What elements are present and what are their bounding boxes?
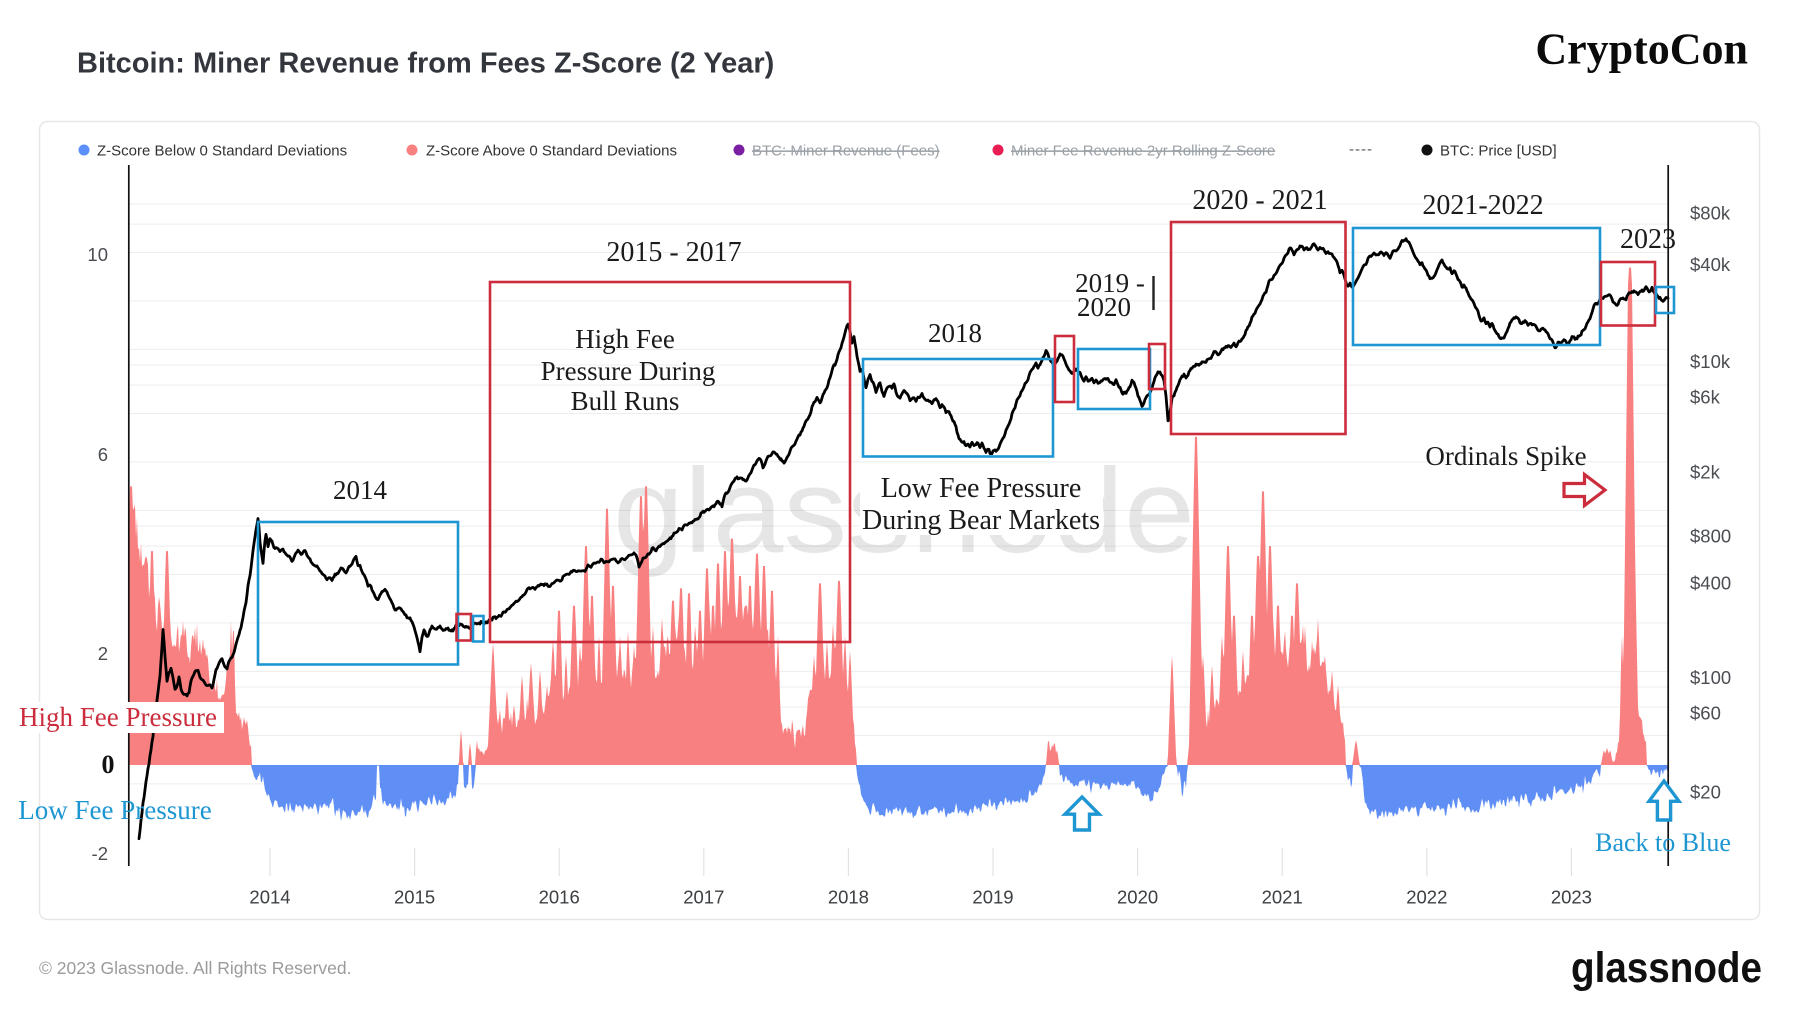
svg-text:$2k: $2k bbox=[1690, 462, 1721, 483]
svg-text:$400: $400 bbox=[1690, 573, 1731, 594]
svg-text:6: 6 bbox=[98, 444, 108, 465]
svg-text:Bull Runs: Bull Runs bbox=[571, 386, 680, 416]
svg-text:Back to Blue: Back to Blue bbox=[1595, 828, 1731, 857]
svg-text:2015: 2015 bbox=[394, 887, 435, 908]
svg-text:Bitcoin: Miner Revenue from Fe: Bitcoin: Miner Revenue from Fees Z-Score… bbox=[77, 48, 774, 80]
svg-text:Z-Score Above 0 Standard Devia: Z-Score Above 0 Standard Deviations bbox=[426, 143, 677, 160]
svg-text:2019 -: 2019 - bbox=[1075, 268, 1145, 298]
svg-text:High Fee Pressure: High Fee Pressure bbox=[19, 702, 217, 732]
svg-text:$60: $60 bbox=[1690, 703, 1721, 724]
svg-text:0: 0 bbox=[102, 750, 115, 779]
svg-text:© 2023 Glassnode. All Rights R: © 2023 Glassnode. All Rights Reserved. bbox=[39, 958, 352, 978]
svg-text:$6k: $6k bbox=[1690, 387, 1721, 408]
svg-text:2022: 2022 bbox=[1406, 887, 1447, 908]
svg-text:2014: 2014 bbox=[249, 887, 290, 908]
svg-text:$800: $800 bbox=[1690, 526, 1731, 547]
svg-text:10: 10 bbox=[87, 244, 108, 265]
svg-text:High Fee: High Fee bbox=[575, 324, 675, 354]
svg-text:During Bear Markets: During Bear Markets bbox=[862, 505, 1100, 536]
svg-text:2019: 2019 bbox=[972, 887, 1013, 908]
svg-text:2015 - 2017: 2015 - 2017 bbox=[606, 237, 741, 268]
svg-text:2021-2022: 2021-2022 bbox=[1422, 190, 1543, 221]
svg-text:-2: -2 bbox=[92, 843, 108, 864]
svg-text:BTC: Price [USD]: BTC: Price [USD] bbox=[1440, 143, 1557, 160]
svg-text:glassnode: glassnode bbox=[1571, 944, 1762, 992]
svg-text:BTC: Miner Revenue (Fees): BTC: Miner Revenue (Fees) bbox=[752, 143, 940, 160]
svg-text:2023: 2023 bbox=[1620, 224, 1676, 255]
svg-text:$100: $100 bbox=[1690, 667, 1731, 688]
svg-text:2: 2 bbox=[98, 643, 108, 664]
svg-text:$80k: $80k bbox=[1690, 203, 1731, 224]
svg-text:2016: 2016 bbox=[539, 887, 580, 908]
svg-text:Pressure During: Pressure During bbox=[541, 356, 716, 386]
svg-text:Z-Score Below 0 Standard Devia: Z-Score Below 0 Standard Deviations bbox=[97, 143, 347, 160]
svg-text:$40k: $40k bbox=[1690, 254, 1731, 275]
svg-text:Ordinals Spike: Ordinals Spike bbox=[1425, 441, 1586, 471]
svg-text:2017: 2017 bbox=[683, 887, 724, 908]
svg-text:2020 - 2021: 2020 - 2021 bbox=[1192, 185, 1327, 216]
svg-text:Miner Fee Revenue 2yr Rolling: Miner Fee Revenue 2yr Rolling Z-Score bbox=[1011, 143, 1275, 160]
svg-text:2014: 2014 bbox=[333, 475, 388, 505]
svg-text:$10k: $10k bbox=[1690, 351, 1731, 372]
svg-text:Low Fee Pressure: Low Fee Pressure bbox=[18, 795, 211, 825]
svg-text:2023: 2023 bbox=[1551, 887, 1592, 908]
svg-text:CryptoCon: CryptoCon bbox=[1535, 25, 1748, 74]
svg-text:2018: 2018 bbox=[928, 318, 982, 348]
svg-text:2020: 2020 bbox=[1077, 292, 1131, 322]
svg-text:2018: 2018 bbox=[828, 887, 869, 908]
svg-text:Low Fee Pressure: Low Fee Pressure bbox=[881, 473, 1082, 504]
svg-text:2020: 2020 bbox=[1117, 887, 1158, 908]
svg-text:2021: 2021 bbox=[1262, 887, 1303, 908]
svg-text:$20: $20 bbox=[1690, 782, 1721, 803]
svg-text:----: ---- bbox=[1349, 141, 1373, 158]
